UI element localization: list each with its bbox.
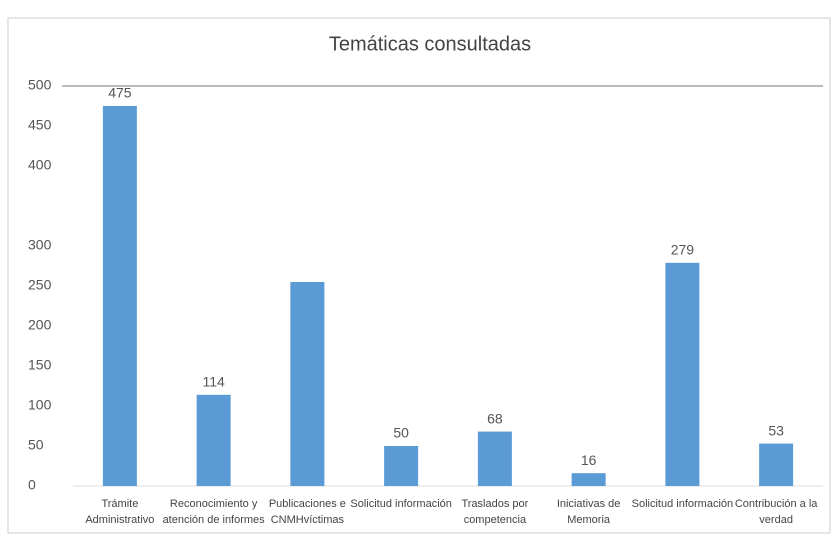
value-label: 53 — [768, 422, 784, 438]
bar — [665, 262, 700, 486]
chart-title: Temáticas consultadas — [329, 33, 531, 55]
chart-frame — [7, 17, 831, 534]
y-tick-label: 50 — [28, 437, 44, 453]
y-tick-label: 100 — [28, 397, 52, 413]
y-tick-label: 150 — [28, 357, 52, 373]
bar — [477, 431, 512, 486]
x-tick-label: Reconocimiento y atención de informes — [162, 498, 265, 526]
y-tick-label: 200 — [28, 317, 52, 333]
bar — [102, 106, 137, 486]
x-tick-label: Solicitud información — [350, 498, 452, 510]
value-label: 475 — [108, 85, 132, 101]
bar — [759, 443, 794, 486]
x-tick-label: Publicaciones e CNMHvíctimas — [268, 498, 346, 526]
y-tick-label: 300 — [28, 237, 52, 253]
value-label: 50 — [393, 425, 409, 441]
x-tick-label: Traslados por competencia — [461, 498, 529, 526]
value-label: 68 — [487, 410, 503, 426]
bar — [290, 282, 325, 486]
y-tick-label: 450 — [28, 117, 52, 133]
value-label: 16 — [581, 452, 597, 468]
x-tick-label: Contribución a la verdad — [734, 498, 818, 526]
y-tick-label: 250 — [28, 277, 52, 293]
value-label: 279 — [671, 242, 695, 258]
x-tick-label: Trámite Administrativo — [85, 498, 155, 526]
y-tick-label: 400 — [28, 157, 52, 173]
x-tick-label: Iniciativas de Memoria — [556, 498, 621, 526]
y-tick-label: 500 — [28, 77, 52, 93]
bar — [571, 473, 606, 486]
x-tick-label: Solicitud información — [631, 498, 734, 510]
bar — [384, 446, 419, 486]
bar — [196, 394, 231, 486]
value-label: 114 — [202, 374, 225, 390]
y-tick-label: 0 — [28, 477, 36, 493]
